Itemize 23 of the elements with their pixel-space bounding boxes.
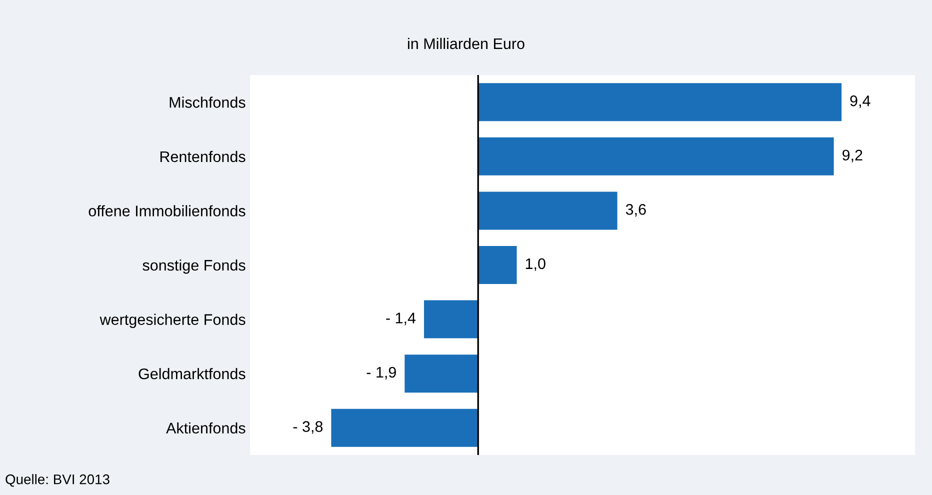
bar — [404, 354, 478, 393]
data-label: 9,2 — [842, 150, 862, 162]
data-label: 1,0 — [526, 258, 546, 271]
chart-subtitle: in Milliarden Euro — [408, 38, 524, 50]
y-tick-label: offene Immobilienfonds — [88, 205, 246, 216]
bar — [424, 300, 478, 338]
source-note: Quelle: BVI 2013 — [6, 474, 110, 487]
bar — [478, 192, 618, 230]
data-label: - 1,4 — [386, 312, 416, 326]
y-tick-label: Aktienfonds — [166, 422, 246, 434]
y-tick-label: Rentenfonds — [160, 150, 246, 162]
y-tick-label: Mischfonds — [170, 96, 246, 108]
bar — [478, 137, 834, 176]
data-label: - 3,8 — [293, 421, 323, 434]
bar — [478, 246, 517, 284]
y-tick-label: sonstige Fonds — [142, 259, 246, 274]
bar — [331, 408, 478, 447]
data-label: 9,4 — [850, 95, 870, 108]
y-tick-label: wertgesicherte Fonds — [100, 314, 246, 328]
data-label: - 1,9 — [366, 366, 396, 380]
bar — [478, 83, 842, 122]
data-label: 3,6 — [626, 204, 646, 217]
y-tick-label: Geldmarktfonds — [138, 368, 246, 380]
